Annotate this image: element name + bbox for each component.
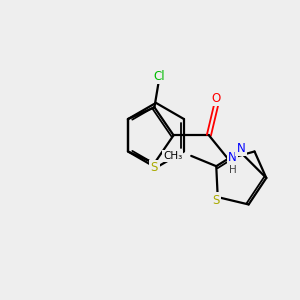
Text: S: S <box>213 194 220 207</box>
Text: CH₃: CH₃ <box>163 151 182 161</box>
Text: N: N <box>237 142 246 155</box>
Text: Cl: Cl <box>153 70 165 83</box>
Text: N: N <box>228 151 237 164</box>
Text: O: O <box>212 92 221 105</box>
Text: H: H <box>229 165 236 175</box>
Text: S: S <box>151 161 158 174</box>
